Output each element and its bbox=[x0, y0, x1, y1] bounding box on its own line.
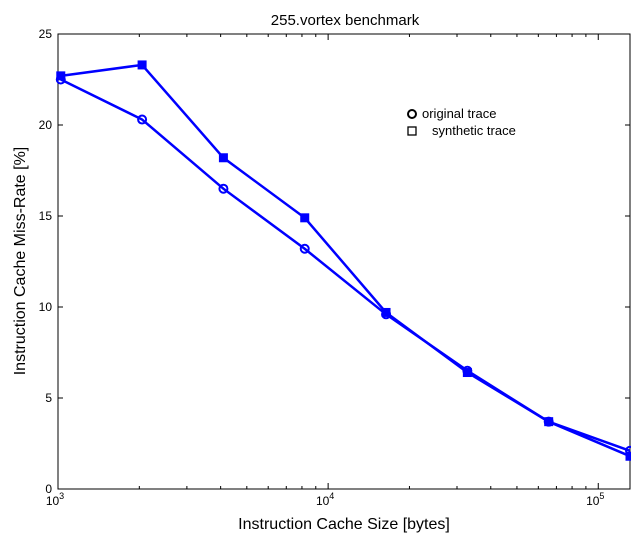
legend-label-synthetic: synthetic trace bbox=[432, 123, 516, 138]
plot-frame bbox=[57, 33, 631, 490]
data-point-synthetic bbox=[137, 60, 147, 70]
x-tick-label: 105 bbox=[586, 491, 604, 508]
y-tick-label: 5 bbox=[45, 391, 52, 405]
data-point-synthetic bbox=[381, 307, 391, 317]
legend-label-original: original trace bbox=[422, 106, 496, 121]
legend-marker-original bbox=[407, 109, 417, 119]
y-tick-label: 25 bbox=[39, 27, 53, 41]
data-point-original bbox=[218, 183, 229, 194]
legend: original trace synthetic trace bbox=[407, 106, 516, 138]
y-tick-label: 15 bbox=[39, 209, 53, 223]
data-point-synthetic bbox=[544, 417, 554, 427]
x-axis: 103 104 105 bbox=[46, 34, 604, 508]
x-tick-label: 104 bbox=[316, 491, 334, 508]
x-axis-title: Instruction Cache Size [bytes] bbox=[238, 516, 450, 533]
x-tick-label: 103 bbox=[46, 491, 64, 508]
y-tick-label: 20 bbox=[39, 118, 53, 132]
legend-marker-synthetic bbox=[407, 126, 417, 136]
data-point-synthetic bbox=[300, 213, 310, 223]
data-point-synthetic bbox=[625, 451, 631, 461]
data-point-original bbox=[137, 114, 148, 125]
data-point-synthetic bbox=[218, 153, 228, 163]
chart-title: 255.vortex benchmark bbox=[271, 12, 420, 29]
data-point-synthetic bbox=[462, 368, 472, 378]
y-axis-title: Instruction Cache Miss-Rate [%] bbox=[12, 147, 29, 376]
series-layer bbox=[55, 60, 631, 461]
y-tick-label: 0 bbox=[45, 482, 52, 496]
y-axis: 0 5 10 15 20 25 bbox=[39, 27, 630, 496]
data-point-original bbox=[299, 243, 310, 254]
y-tick-label: 10 bbox=[39, 300, 53, 314]
data-point-synthetic bbox=[56, 71, 66, 81]
series-line-synthetic bbox=[60, 63, 631, 458]
